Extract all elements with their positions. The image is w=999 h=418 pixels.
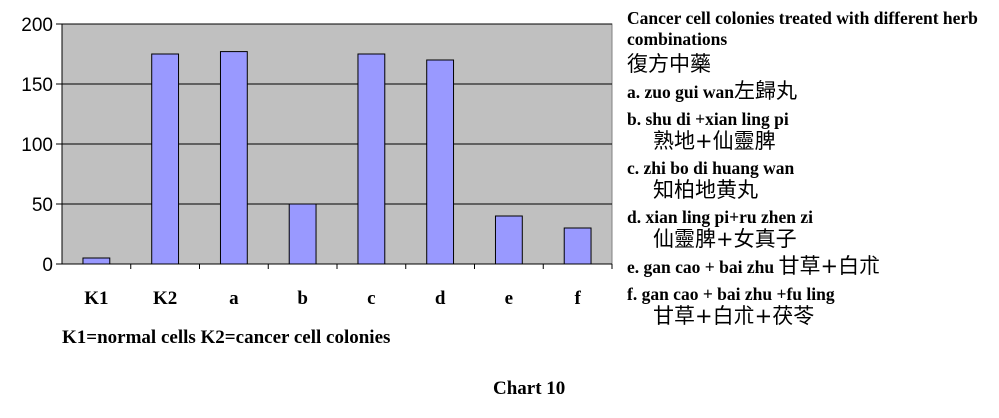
y-tick-label: 50 [32, 195, 53, 216]
legend-letter: e. [627, 257, 640, 277]
legend-title: Cancer cell colonies treated with differ… [627, 8, 978, 49]
legend-letter: f. [627, 284, 638, 304]
legend-entry-b: b. shu di +xian ling pi 熟地+仙靈脾 [627, 109, 995, 152]
y-tick-label: 200 [21, 15, 53, 36]
x-tick-label: c [367, 288, 375, 309]
legend-text: gan cao + bai zhu [643, 257, 775, 277]
bar-f [563, 227, 592, 265]
x-tick-label: f [574, 288, 581, 309]
legend-letter: c. [627, 158, 640, 178]
bar-b [288, 203, 317, 265]
bar-K2 [151, 53, 180, 265]
x-tick-label: K2 [153, 288, 177, 309]
bar-e [494, 215, 523, 265]
x-tick-label: e [505, 288, 513, 309]
legend-title-hanzi: 復方中藥 [627, 52, 711, 76]
bar-chart: 0 50 100 150 200 K1 K2 a b c d e f [21, 15, 613, 309]
legend-text: zhi bo di huang wan [643, 158, 795, 178]
legend-letter: b. [627, 109, 642, 129]
legend-hanzi: 仙靈脾+女真子 [653, 227, 797, 251]
x-tick-label: K1 [84, 288, 108, 309]
legend-letter: a. [627, 82, 641, 102]
x-tick-label: b [297, 288, 308, 309]
legend-text: gan cao + bai zhu +fu ling [641, 284, 835, 304]
bar-d [426, 59, 455, 265]
x-tick-label: d [435, 288, 446, 309]
legend-hanzi: 甘草+白朮 [778, 254, 881, 278]
plot-area [61, 23, 613, 265]
bar-K1 [82, 257, 111, 265]
legend-hanzi: 熟地+仙靈脾 [653, 129, 776, 153]
legend-entry-f: f. gan cao + bai zhu +fu ling 甘草+白朮+茯苓 [627, 284, 995, 327]
legend-entry-a: a. zuo gui wan左歸丸 [627, 81, 995, 103]
legend-entry-d: d. xian ling pi+ru zhen zi 仙靈脾+女真子 [627, 207, 995, 250]
legend-letter: d. [627, 207, 642, 227]
legend-panel: Cancer cell colonies treated with differ… [627, 8, 995, 327]
x-tick-label: a [229, 288, 239, 309]
bars [82, 51, 592, 265]
legend-text: shu di +xian ling pi [645, 109, 789, 129]
legend-text: zuo gui wan [644, 82, 734, 102]
legend-text: xian ling pi+ru zhen zi [645, 207, 813, 227]
y-tick-label: 0 [42, 255, 53, 276]
y-tick-label: 150 [21, 75, 53, 96]
legend-hanzi: 左歸丸 [733, 79, 797, 103]
bar-c [357, 53, 386, 265]
category-note: K1=normal cells K2=cancer cell colonies [62, 327, 391, 348]
x-axis: K1 K2 a b c d e f [62, 263, 613, 309]
legend-entry-e: e. gan cao + bai zhu 甘草+白朮 [627, 256, 995, 278]
y-tick-label: 100 [21, 135, 53, 156]
legend-entry-c: c. zhi bo di huang wan 知柏地黄丸 [627, 158, 995, 201]
bar-a [219, 51, 248, 265]
y-axis: 0 50 100 150 200 [21, 15, 63, 276]
legend-hanzi: 知柏地黄丸 [653, 178, 758, 202]
chart-caption: Chart 10 [493, 378, 566, 399]
legend-hanzi: 甘草+白朮+茯苓 [653, 304, 815, 328]
